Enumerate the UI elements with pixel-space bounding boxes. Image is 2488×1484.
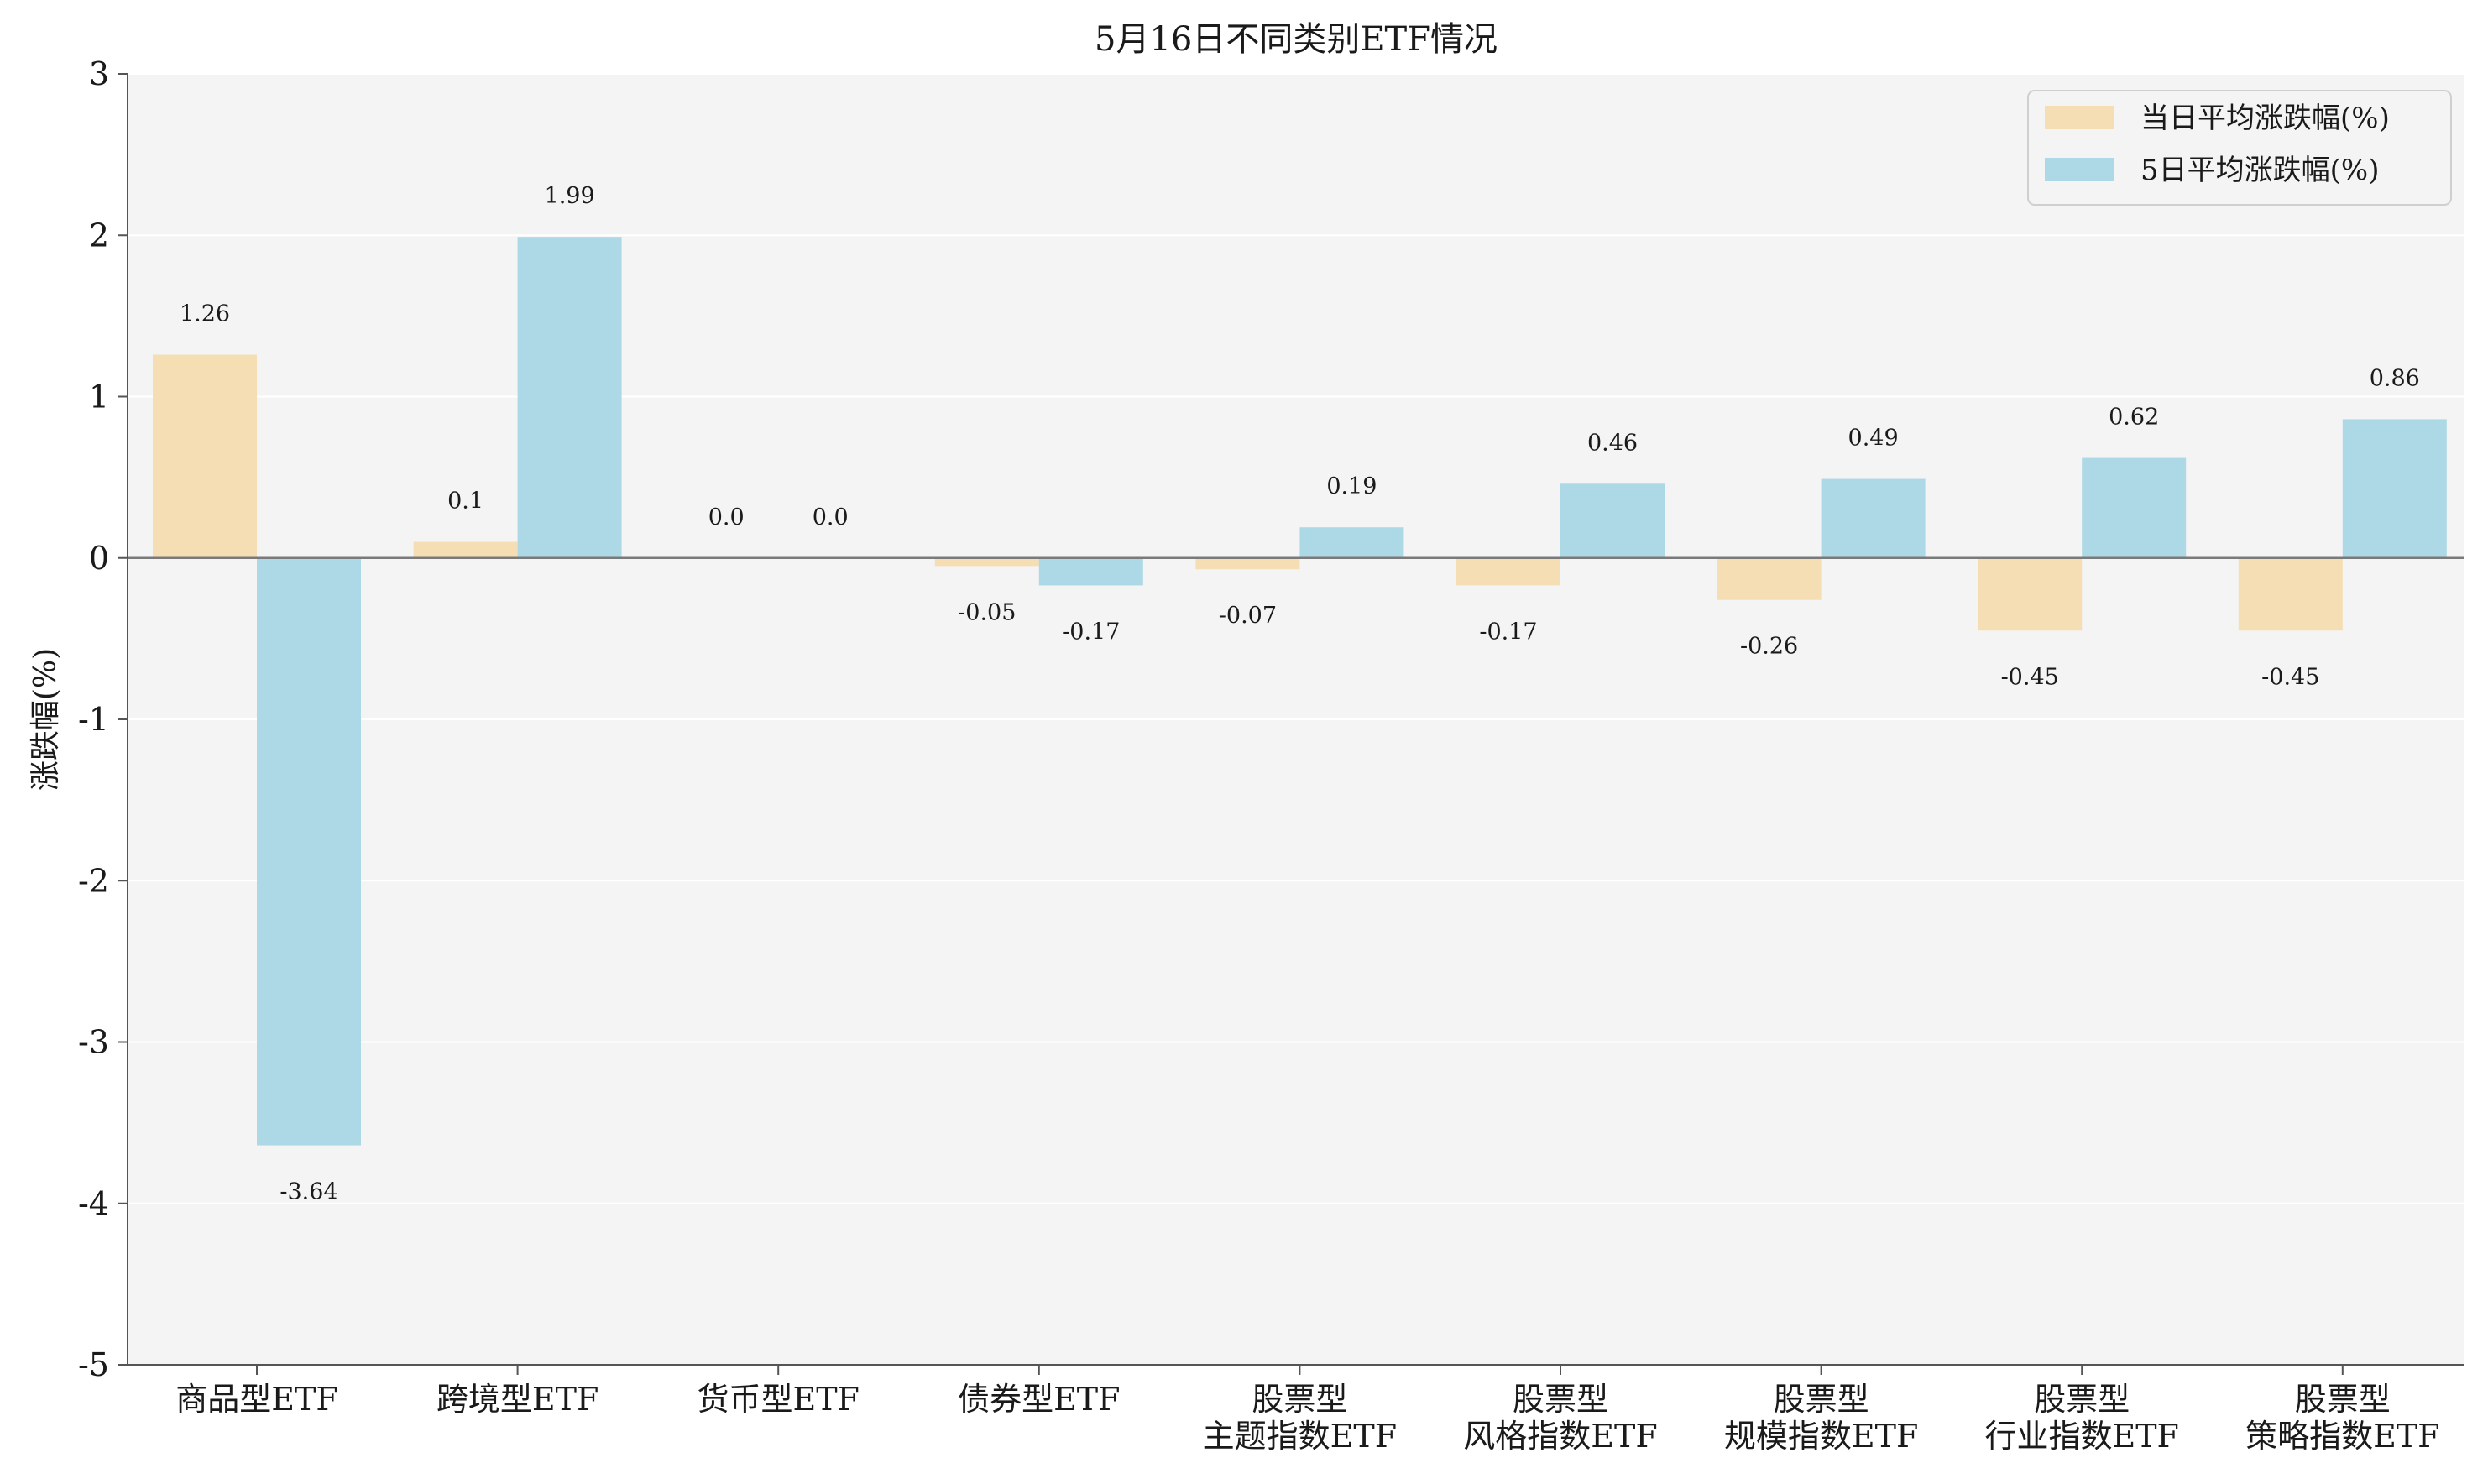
bar-5day [1560,483,1665,557]
data-label: 1.99 [545,183,595,209]
data-label: 0.62 [2109,405,2159,431]
data-label: 1.26 [180,301,230,327]
x-tick-label: 商品型ETF [175,1381,337,1418]
y-tick-label: 1 [89,379,109,415]
data-label: -3.64 [280,1179,337,1205]
data-label: 0.1 [447,489,483,515]
y-tick-label: 2 [89,217,109,253]
x-tick-label: 股票型 [1252,1381,1347,1418]
bar-5day [257,558,361,1146]
data-label: -0.26 [1740,634,1798,660]
x-tick-label: 货币型ETF [697,1381,859,1418]
y-tick-label: -5 [78,1346,109,1383]
bar-5day [2082,458,2186,558]
y-tick-label: -2 [78,862,109,899]
x-tick-label: 行业指数ETF [1984,1418,2178,1455]
data-label: -0.45 [2001,664,2059,690]
data-label: 0.49 [1848,426,1899,452]
x-tick-label: 债券型ETF [958,1381,1120,1418]
bar-daily [1717,558,1822,600]
chart-title: 5月16日不同类别ETF情况 [1095,20,1498,59]
data-label: -0.05 [958,599,1016,625]
bar-daily [1195,558,1299,569]
bar-daily [2239,558,2343,631]
x-tick-label: 主题指数ETF [1203,1418,1397,1455]
y-tick-label: 0 [89,540,109,577]
bar-5day [1299,527,1403,558]
data-label: 0.0 [708,504,745,530]
legend-label: 当日平均涨跌幅(%) [2140,102,2390,135]
y-tick-label: -3 [78,1024,109,1061]
bar-daily [153,355,257,558]
data-label: 0.19 [1326,473,1377,499]
data-label: 0.0 [813,504,849,530]
bar-daily [414,542,518,558]
x-tick-label: 风格指数ETF [1463,1418,1657,1455]
x-tick-label: 股票型 [2034,1381,2130,1418]
y-tick-label: -4 [78,1185,109,1222]
x-tick-label: 股票型 [1513,1381,1608,1418]
data-label: 0.46 [1587,430,1638,456]
bar-daily [1978,558,2082,631]
data-label: -0.17 [1062,619,1120,645]
bar-daily [1456,558,1560,586]
bar-5day [2343,419,2447,557]
data-label: 0.86 [2370,365,2420,391]
x-tick-label: 规模指数ETF [1724,1418,1918,1455]
legend: 当日平均涨跌幅(%) 5日平均涨跌幅(%) [2028,91,2451,205]
y-axis-label: 涨跌幅(%) [29,648,63,791]
legend-swatch [2045,158,2114,181]
legend-swatch [2045,106,2114,129]
bar-5day [1822,479,1926,558]
y-tick-label: 3 [89,55,109,92]
x-tick-label: 策略指数ETF [2245,1418,2439,1455]
x-tick-label: 股票型 [2295,1381,2391,1418]
x-tick-label: 跨境型ETF [436,1381,598,1418]
x-tick-label: 股票型 [1774,1381,1869,1418]
legend-label: 5日平均涨跌幅(%) [2140,154,2379,187]
y-tick-label: -1 [78,701,109,738]
bar-daily [935,558,1039,567]
data-label: -0.45 [2261,664,2319,690]
bar-5day [518,237,622,558]
data-label: -0.07 [1219,603,1277,629]
bar-5day [1039,558,1143,586]
data-label: -0.17 [1479,619,1537,645]
